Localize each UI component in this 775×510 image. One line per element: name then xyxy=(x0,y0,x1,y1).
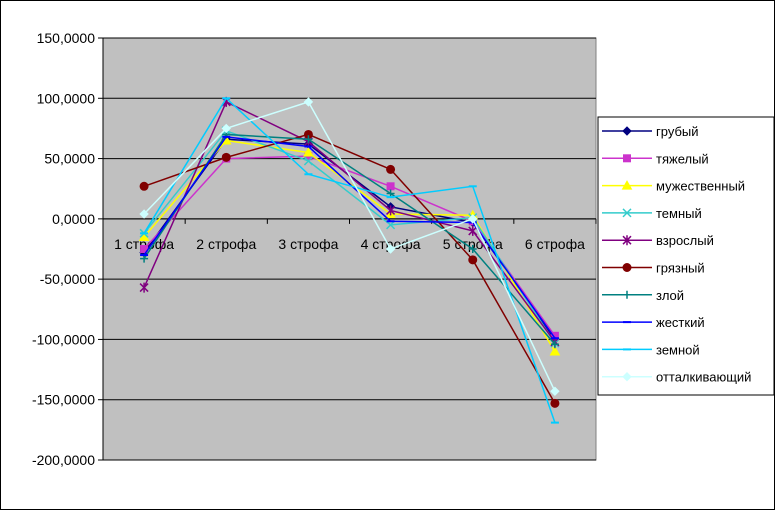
legend-label: отталкивающий xyxy=(656,370,751,385)
legend-item: жесткий xyxy=(602,315,705,330)
data-point xyxy=(386,205,396,216)
data-point xyxy=(139,209,149,219)
legend-marker xyxy=(622,126,632,136)
legend-marker xyxy=(622,235,632,246)
data-point xyxy=(550,340,559,349)
y-tick-label: -200,0000 xyxy=(32,452,95,468)
legend-item: взрослый xyxy=(602,233,714,248)
data-point xyxy=(468,245,477,253)
data-point xyxy=(303,156,313,166)
series-line xyxy=(143,155,556,337)
series-9 xyxy=(140,97,559,424)
data-point xyxy=(468,225,478,236)
legend-label: тяжелый xyxy=(656,151,709,166)
legend-label: темный xyxy=(656,206,702,221)
series-line xyxy=(143,133,556,404)
data-point xyxy=(386,182,395,191)
legend: грубый тяжелый мужественный темный взрослый г… xyxy=(597,116,775,396)
y-tick-label: -50,0000 xyxy=(40,271,95,287)
legend-item: тяжелый xyxy=(602,151,709,166)
y-tick-label: -100,0000 xyxy=(32,331,95,347)
legend-label: грязный xyxy=(656,261,705,276)
series-line xyxy=(143,133,556,345)
series-8 xyxy=(140,135,559,340)
data-point xyxy=(221,123,231,134)
series-lines xyxy=(138,96,561,424)
data-point xyxy=(385,244,396,254)
legend-item: темный xyxy=(602,206,702,221)
legend-item: злой xyxy=(602,288,684,303)
data-point xyxy=(386,164,396,174)
x-tick-label: 6 строфа xyxy=(525,236,585,252)
data-point xyxy=(468,214,478,224)
x-tick-label: 1 строфа xyxy=(114,236,174,252)
plot-area xyxy=(102,37,597,461)
legend-marker xyxy=(622,371,632,382)
data-point xyxy=(139,282,149,293)
data-point xyxy=(303,147,314,157)
legend-marker xyxy=(622,263,632,272)
data-point xyxy=(550,398,560,408)
legend-marker xyxy=(623,290,631,299)
legend-item: грубый xyxy=(602,124,699,139)
data-point xyxy=(139,181,149,191)
legend-marker xyxy=(621,180,633,190)
axes: 150,0000 100,0000 50,0000 0,0000 -50,0000 -10… xyxy=(32,30,597,468)
x-tick-label: 2 строфа xyxy=(196,236,256,252)
y-tick-label: 150,0000 xyxy=(37,30,96,46)
legend-label: грубый xyxy=(656,124,699,139)
legend-marker xyxy=(622,208,632,218)
data-point xyxy=(303,97,314,107)
series-line xyxy=(143,129,556,344)
series-line xyxy=(143,101,556,392)
legend-label: взрослый xyxy=(656,233,714,248)
x-tick-label: 4 строфа xyxy=(361,236,421,252)
data-point xyxy=(549,345,561,356)
legend-label: мужественный xyxy=(656,179,745,194)
y-tick-label: -150,0000 xyxy=(32,392,95,408)
series-line xyxy=(143,97,556,423)
series-10 xyxy=(139,97,560,396)
legend-label: злой xyxy=(656,288,684,303)
data-point xyxy=(304,135,313,144)
legend-label: земной xyxy=(656,342,700,357)
series-line xyxy=(143,136,556,339)
series-6 xyxy=(139,129,560,408)
data-point xyxy=(221,152,231,162)
legend-label: жесткий xyxy=(656,315,705,330)
legend-item: отталкивающий xyxy=(602,370,751,385)
legend-item: земной xyxy=(602,342,700,357)
data-point xyxy=(550,386,560,396)
legend-item: грязный xyxy=(602,261,705,276)
y-tick-label: 0,0000 xyxy=(52,211,95,227)
data-point xyxy=(468,255,478,265)
y-tick-label: 50,0000 xyxy=(44,151,95,167)
y-tick-label: 100,0000 xyxy=(37,90,96,106)
grid-lines xyxy=(103,37,596,461)
x-tick-label: 3 строфа xyxy=(278,236,338,252)
legend-item: мужественный xyxy=(602,179,745,194)
legend-marker xyxy=(623,154,631,163)
series-7 xyxy=(140,130,559,349)
